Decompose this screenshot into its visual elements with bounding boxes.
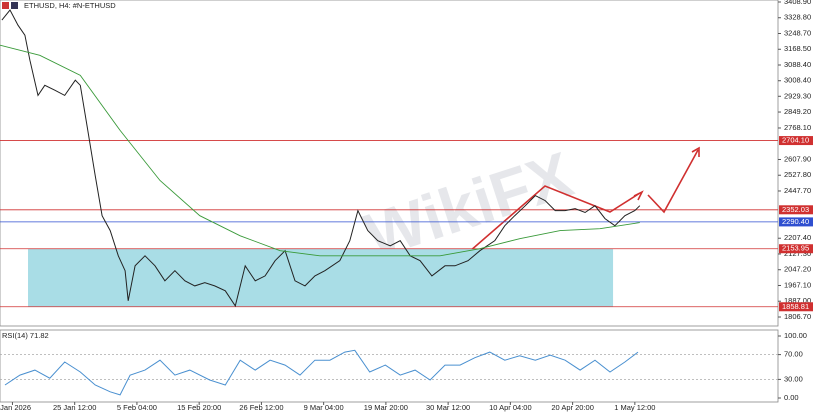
level-tag [779, 205, 813, 215]
zone [28, 248, 614, 307]
y-tick-label: 2527.80 [784, 170, 811, 179]
trend-arrow [431, 185, 644, 285]
y-tick-label: 2929.30 [784, 91, 811, 100]
x-tick-label: 20 Apr 20:00 [551, 403, 594, 412]
y-tick-label: 30.00 [784, 374, 803, 383]
level-label: 1858.81 [782, 302, 809, 311]
x-tick-label: 4 Jan 2026 [0, 403, 31, 412]
y-tick-label: 3248.70 [784, 28, 811, 37]
y-tick-label: 2768.10 [784, 123, 811, 132]
y-tick-label: 2127.30 [784, 249, 811, 258]
x-tick-label: 25 Jan 12:00 [53, 403, 96, 412]
y-tick-label: 1887.00 [784, 296, 811, 305]
level-tag [779, 217, 813, 227]
y-tick-label: 0.00 [784, 393, 799, 402]
y-tick-label: 70.00 [784, 350, 803, 359]
y-tick-label: 2047.20 [784, 265, 811, 274]
icon [11, 2, 18, 9]
y-tick-label: 3408.90 [784, 0, 811, 6]
x-tick-label: 5 Feb 04:00 [117, 403, 157, 412]
x-tick-label: 26 Feb 12:00 [239, 403, 283, 412]
chart-title: ETHUSD, H4: #N-ETHUSD [24, 1, 116, 10]
rsi-title: RSI(14) 71.82 [2, 331, 49, 340]
y-tick-label: 1806.70 [784, 312, 811, 321]
x-tick-label: 10 Apr 04:00 [489, 403, 532, 412]
y-tick-label: 3088.40 [784, 60, 811, 69]
y-tick-label: 1967.10 [784, 280, 811, 289]
x-tick-label: 30 Mar 12:00 [426, 403, 470, 412]
y-tick-label: 2447.70 [784, 186, 811, 195]
level-label: 2290.40 [782, 217, 809, 226]
level-tag [779, 136, 813, 146]
forecast-arrow [647, 146, 700, 214]
y-tick-label: 3168.50 [784, 44, 811, 53]
level-label: 2153.95 [782, 244, 809, 253]
series-line [4, 349, 639, 396]
y-tick-label: 2207.40 [784, 233, 811, 242]
level-tag [779, 302, 813, 312]
y-tick-label: 2607.90 [784, 154, 811, 163]
x-tick-label: 15 Feb 20:00 [177, 403, 221, 412]
icon [2, 2, 9, 9]
level-label: 2352.03 [782, 205, 809, 214]
level-label: 2704.10 [782, 136, 809, 145]
x-tick-label: 1 May 12:00 [614, 403, 655, 412]
x-tick-label: 9 Mar 04:00 [304, 403, 344, 412]
level-tag [779, 244, 813, 254]
x-tick-label: 19 Mar 20:00 [364, 403, 408, 412]
rsi-frame [0, 329, 779, 403]
y-tick-label: 100.00 [784, 331, 807, 340]
series-line [0, 44, 640, 257]
y-tick-label: 3328.80 [784, 13, 811, 22]
y-tick-label: 2849.20 [784, 107, 811, 116]
y-tick-label: 3008.40 [784, 76, 811, 85]
series-line [1, 9, 641, 308]
